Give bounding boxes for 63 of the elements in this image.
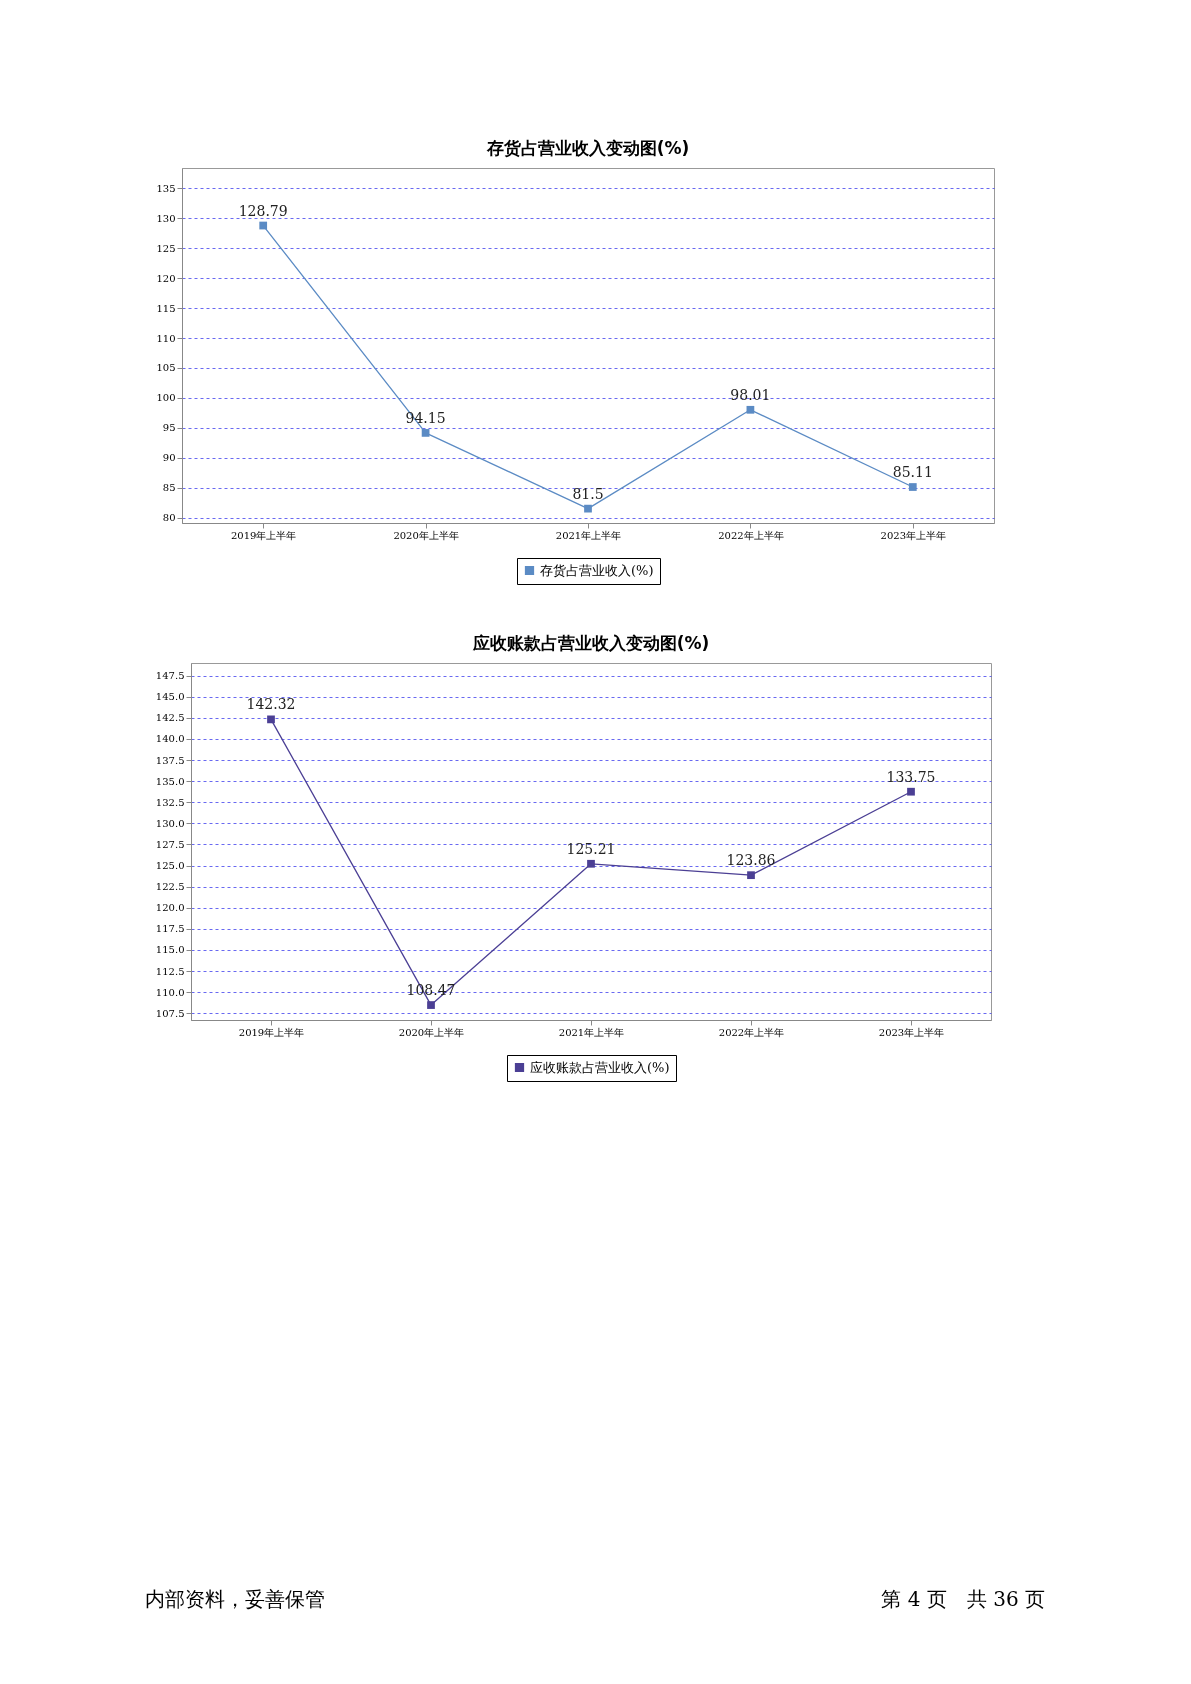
- y-tick-label: 122.5: [155, 881, 185, 893]
- y-tick-label: 132.5: [155, 796, 185, 808]
- point: [421, 429, 430, 437]
- y-tick-label: 135: [156, 182, 176, 194]
- x-tick-label: 2023年上半年: [880, 529, 947, 541]
- data-label: 142.32: [246, 696, 296, 713]
- x-tick-label: 2021年上半年: [558, 1026, 625, 1038]
- y-tick-label: 125.0: [155, 860, 185, 872]
- y-tick-label: 107.5: [155, 1007, 185, 1019]
- y-tick-label: 140.0: [155, 733, 185, 745]
- data-label: 128.79: [238, 202, 288, 219]
- point: [907, 787, 915, 796]
- chart-title: 应收账款占营业收入变动图(%): [471, 633, 710, 653]
- legend-label: 应收账款占营业收入(%): [530, 1059, 670, 1075]
- data-label: 133.75: [886, 768, 936, 785]
- x-tick-label: 2023年上半年: [878, 1026, 945, 1038]
- y-tick-label: 147.5: [155, 670, 185, 682]
- y-tick-label: 115: [156, 302, 176, 314]
- y-tick-label: 117.5: [155, 923, 185, 935]
- y-tick-label: 130.0: [155, 817, 185, 829]
- data-label: 123.86: [726, 852, 776, 869]
- y-tick-label: 105: [156, 362, 176, 374]
- y-tick-label: 125: [156, 242, 176, 254]
- x-tick-label: 2022年上半年: [718, 529, 784, 541]
- point: [587, 859, 595, 868]
- x-tick-label: 2021年上半年: [555, 529, 622, 541]
- y-tick-label: 142.5: [155, 712, 185, 724]
- x-tick-label: 2019年上半年: [238, 1026, 305, 1038]
- x-tick-label: 2020年上半年: [398, 1026, 465, 1038]
- point: [267, 715, 275, 724]
- point: [259, 221, 268, 230]
- y-tick-label: 127.5: [155, 838, 185, 850]
- y-tick-label: 135.0: [155, 775, 185, 787]
- legend-label: 存货占营业收入(%): [540, 562, 654, 578]
- y-tick-label: 145.0: [155, 691, 185, 703]
- point: [746, 405, 755, 414]
- point: [747, 871, 755, 880]
- text: 第 4 页 共 36 页: [881, 1586, 1045, 1613]
- data-label: 98.01: [730, 386, 771, 403]
- y-tick-label: 120: [156, 272, 176, 284]
- y-tick-label: 110: [156, 332, 176, 344]
- y-tick-label: 112.5: [155, 965, 185, 977]
- point: [908, 483, 917, 491]
- y-tick-label: 115.0: [155, 944, 185, 956]
- y-tick-label: 137.5: [155, 754, 185, 766]
- x-tick-label: 2022年上半年: [718, 1026, 785, 1038]
- x-tick-label: 2020年上半年: [393, 529, 459, 541]
- chart-title: 存货占营业收入变动图(%): [485, 138, 690, 158]
- y-tick-label: 90: [162, 452, 176, 464]
- y-tick-label: 100: [156, 392, 176, 404]
- data-label: 125.21: [566, 840, 616, 857]
- y-tick-label: 130: [156, 212, 176, 224]
- text: 内部资料，妥善保管: [145, 1586, 325, 1613]
- y-tick-label: 80: [162, 512, 176, 524]
- point: [584, 504, 592, 513]
- y-tick-label: 120.0: [155, 902, 185, 914]
- point: [427, 1001, 435, 1009]
- data-label: 81.5: [572, 485, 604, 502]
- y-tick-label: 110.0: [155, 986, 185, 998]
- data-label: 85.11: [892, 464, 933, 481]
- y-tick-label: 85: [162, 482, 176, 494]
- x-tick-label: 2019年上半年: [230, 529, 297, 541]
- y-tick-label: 95: [162, 422, 176, 434]
